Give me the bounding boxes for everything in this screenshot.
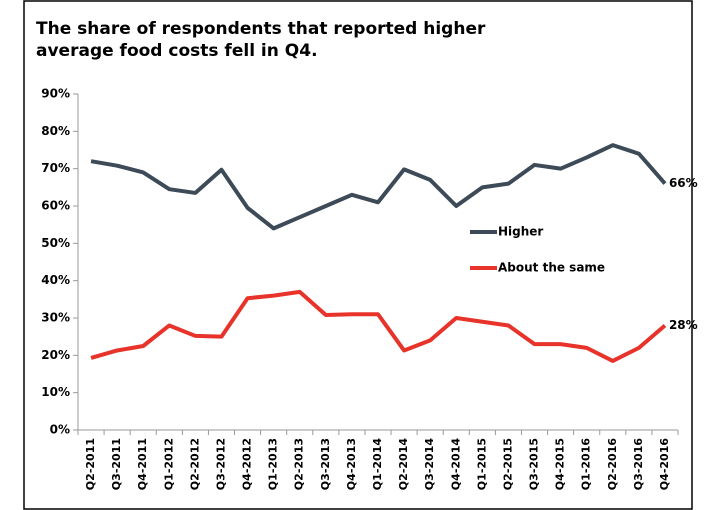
x-tick-label: Q1-2015 <box>475 438 488 490</box>
x-tick-label: Q1-2016 <box>580 438 593 491</box>
y-tick-label: 90% <box>41 87 70 101</box>
x-tick-label: Q2-2015 <box>501 438 514 490</box>
y-tick-label: 70% <box>41 161 70 175</box>
data-label: 28% <box>669 318 698 332</box>
x-tick-label: Q4-2011 <box>136 438 149 490</box>
x-tick-label: Q4-2012 <box>241 438 254 490</box>
x-tick-label: Q2-2014 <box>397 438 410 491</box>
y-tick-label: 60% <box>41 199 70 213</box>
x-tick-label: Q4-2013 <box>345 438 358 490</box>
x-tick-label: Q3-2015 <box>528 438 541 490</box>
x-tick-label: Q3-2011 <box>110 438 123 490</box>
x-tick-label: Q3-2014 <box>423 438 436 491</box>
x-tick-label: Q1-2014 <box>371 438 384 491</box>
chart-title-text: average food costs fell in Q4. <box>36 41 318 61</box>
legend-label: About the same <box>498 261 605 275</box>
x-tick-label: Q2-2013 <box>293 438 306 490</box>
chart-title-text: The share of respondents that reported h… <box>36 19 486 39</box>
x-tick-label: Q1-2013 <box>267 438 280 490</box>
y-tick-label: 80% <box>41 124 70 138</box>
x-tick-label: Q4-2015 <box>554 438 567 490</box>
x-tick-label: Q3-2012 <box>214 438 227 490</box>
x-tick-label: Q4-2014 <box>449 438 462 491</box>
x-tick-label: Q3-2013 <box>319 438 332 490</box>
y-tick-label: 30% <box>41 311 70 325</box>
y-tick-label: 10% <box>41 385 70 399</box>
y-tick-label: 40% <box>41 273 70 287</box>
series-line <box>90 289 667 363</box>
y-tick-label: 0% <box>50 423 70 437</box>
x-tick-label: Q3-2016 <box>632 438 645 491</box>
x-tick-label: Q1-2012 <box>162 438 175 490</box>
x-tick-label: Q2-2012 <box>188 438 201 490</box>
legend-label: Higher <box>498 225 543 239</box>
data-label: 66% <box>669 176 698 190</box>
chart-title: The share of respondents that reported h… <box>36 19 486 61</box>
x-tick-label: Q4-2016 <box>658 438 671 491</box>
x-tick-label: Q2-2016 <box>606 438 619 491</box>
y-tick-label: 50% <box>41 236 70 250</box>
frame <box>23 0 693 510</box>
series-line <box>90 143 667 231</box>
x-tick-label: Q2-2011 <box>84 438 97 490</box>
y-tick-label: 20% <box>41 348 70 362</box>
